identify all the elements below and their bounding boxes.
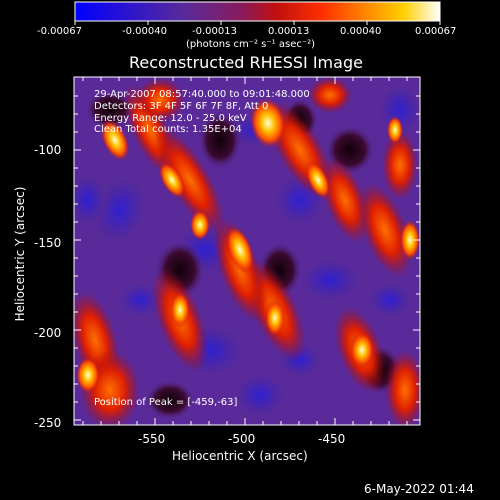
image-map <box>74 77 420 425</box>
image-blob <box>295 255 365 305</box>
y-axis-label: Heliocentric Y (arcsec) <box>13 186 27 322</box>
plot-frame <box>73 76 421 426</box>
image-blob <box>308 77 352 113</box>
colorbar-tick-label: -0.00040 <box>122 26 167 37</box>
colorbar-tick-label: -0.00067 <box>37 26 82 37</box>
image-blob <box>170 292 190 328</box>
colorbar-tick-label: -0.00013 <box>192 26 237 37</box>
colorbar-tick-label: 0.00040 <box>340 26 382 37</box>
image-blob <box>135 78 185 122</box>
image-blob <box>76 357 100 393</box>
image-blob <box>190 210 210 240</box>
x-tick-label: -550 <box>138 432 166 446</box>
image-blob <box>320 157 370 243</box>
image-blob <box>265 300 285 336</box>
image-blob <box>375 80 420 140</box>
colorbar-tick-label: 0.00067 <box>415 26 457 37</box>
image-blob <box>350 332 374 368</box>
y-tick-label: -200 <box>34 326 62 340</box>
image-blob <box>249 98 287 148</box>
x-tick-label: -450 <box>318 432 346 446</box>
image-blob <box>225 226 255 274</box>
colorbar <box>74 1 441 22</box>
image-blob <box>400 220 420 260</box>
image-blob <box>305 161 331 199</box>
timestamp-label: 6-May-2022 01:44 <box>364 482 474 496</box>
clean-counts-label: Clean Total counts: 1.35E+04 <box>94 124 242 135</box>
image-blob <box>74 170 110 230</box>
image-blob <box>382 130 418 200</box>
time-range-label: 29-Apr-2007 08:57:40.000 to 09:01:48.000 <box>94 89 310 100</box>
image-blob <box>385 350 420 425</box>
colorbar-unit-label: (photons cm⁻² s⁻¹ asec⁻²) <box>186 39 316 50</box>
image-blob <box>198 110 242 170</box>
x-axis-label: Heliocentric X (arcsec) <box>172 449 308 463</box>
image-blob <box>100 119 130 161</box>
image-blob <box>230 370 290 420</box>
detectors-label: Detectors: 3F 4F 5F 6F 7F 8F, Att 0 <box>94 101 269 112</box>
x-tick-label: -500 <box>228 432 256 446</box>
y-tick-label: -250 <box>34 416 62 430</box>
peak-position-label: Position of Peak = [-459,-63] <box>94 397 238 408</box>
axis-ticks <box>74 21 441 425</box>
image-blob <box>387 116 403 144</box>
image-blob <box>358 182 412 278</box>
colorbar-tick-label: 0.00013 <box>268 26 310 37</box>
plot-title: Reconstructed RHESSI Image <box>129 53 363 72</box>
y-tick-label: -150 <box>34 236 62 250</box>
image-blob <box>158 161 186 199</box>
energy-range-label: Energy Range: 12.0 - 25.0 keV <box>94 113 247 124</box>
image-blob <box>155 127 225 233</box>
image-blob <box>145 380 195 420</box>
y-tick-label: -100 <box>34 143 62 157</box>
image-blob <box>365 280 415 320</box>
image-blob <box>85 90 135 130</box>
